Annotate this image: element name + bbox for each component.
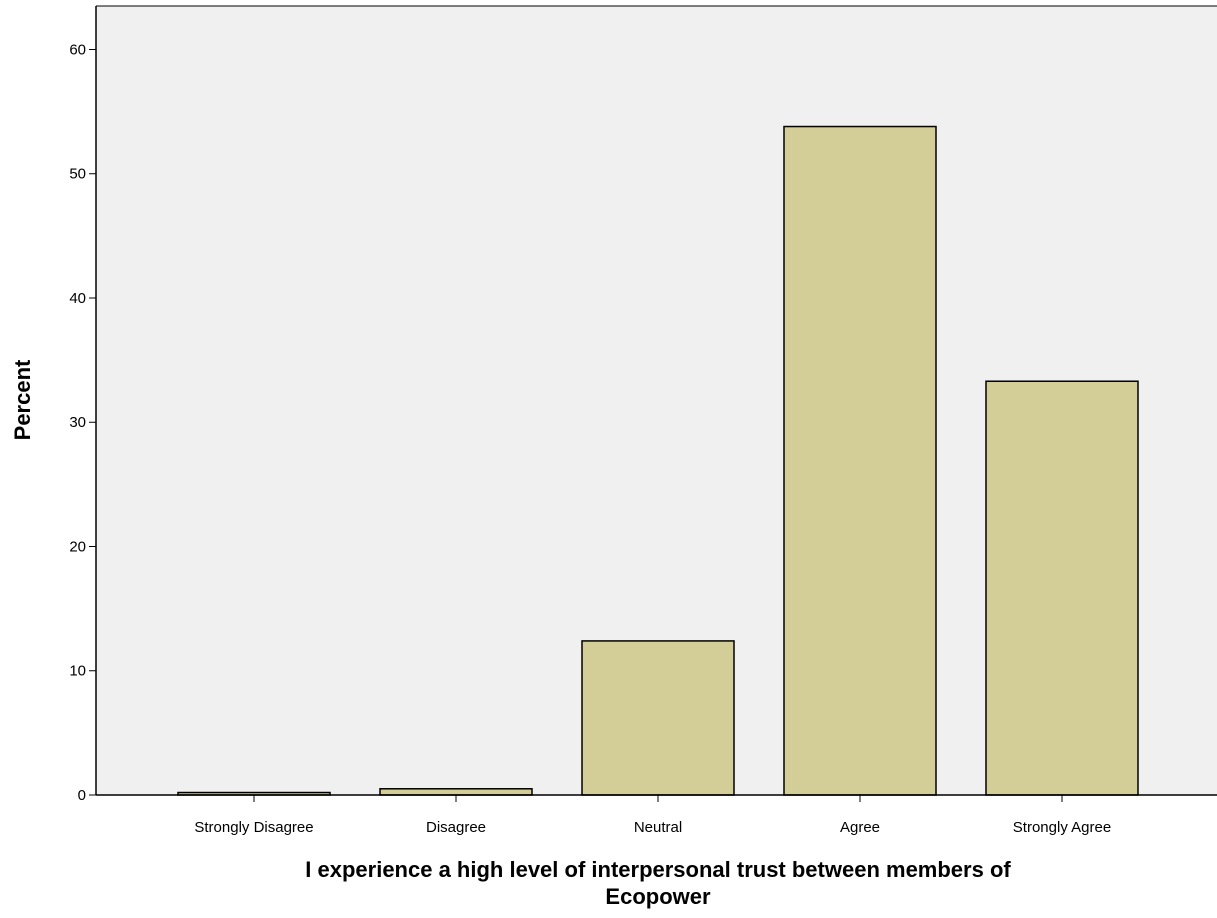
x-tick-label: Neutral xyxy=(634,819,682,836)
y-tick-label: 10 xyxy=(69,663,86,680)
y-tick-label: 20 xyxy=(69,538,86,555)
x-axis-title-line-2: Ecopower xyxy=(605,884,711,909)
bar-neutral xyxy=(581,640,735,796)
bar-agree xyxy=(783,125,937,796)
bar-disagree xyxy=(379,788,533,796)
y-tick-label: 0 xyxy=(78,787,86,804)
y-tick-label: 30 xyxy=(69,414,86,431)
bar-strongly-agree xyxy=(985,380,1139,796)
y-tick-label: 50 xyxy=(69,166,86,183)
x-tick-label: Disagree xyxy=(426,819,486,836)
x-tick-label: Strongly Disagree xyxy=(194,819,313,836)
x-axis-title-line-1: I experience a high level of interperson… xyxy=(305,857,1011,882)
x-tick-label: Strongly Agree xyxy=(1013,819,1111,836)
x-tick-label: Agree xyxy=(840,819,880,836)
y-axis-title: Percent xyxy=(10,359,35,440)
y-tick-label: 60 xyxy=(69,41,86,58)
y-tick-label: 40 xyxy=(69,290,86,307)
